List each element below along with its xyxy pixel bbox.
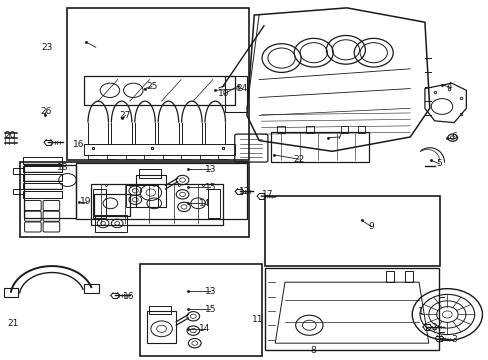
Text: 13: 13	[204, 165, 216, 174]
Text: 22: 22	[293, 155, 304, 164]
Bar	[265, 196, 439, 266]
Bar	[140, 264, 261, 356]
Bar	[3, 288, 18, 297]
Bar	[357, 126, 365, 133]
Bar	[139, 169, 160, 178]
Text: 25: 25	[146, 82, 157, 91]
Text: 15: 15	[204, 305, 216, 314]
Bar	[22, 157, 61, 163]
Bar	[126, 185, 158, 207]
Text: 16: 16	[122, 292, 134, 301]
Bar	[271, 132, 368, 162]
Text: 15: 15	[204, 183, 216, 192]
Bar	[405, 271, 412, 282]
Text: 11: 11	[251, 315, 263, 324]
Text: 14: 14	[199, 199, 210, 208]
Text: 21: 21	[7, 319, 19, 328]
Bar	[84, 284, 99, 293]
Text: 5: 5	[436, 159, 442, 168]
Bar	[95, 215, 127, 232]
Bar	[22, 192, 61, 198]
Text: 24: 24	[236, 84, 247, 93]
Bar	[385, 271, 393, 282]
Text: 13: 13	[204, 287, 216, 296]
Text: 4: 4	[446, 82, 451, 91]
Text: 3: 3	[450, 335, 456, 344]
Bar	[147, 311, 176, 343]
Text: 19: 19	[80, 197, 92, 206]
Text: 20: 20	[5, 131, 16, 140]
Text: 18: 18	[57, 163, 69, 172]
Bar	[24, 165, 76, 218]
Text: 14: 14	[199, 324, 210, 333]
Text: 23: 23	[41, 43, 53, 52]
Bar	[306, 126, 314, 133]
Text: 6: 6	[450, 132, 456, 141]
Text: 7: 7	[336, 132, 342, 141]
Text: 17: 17	[262, 190, 273, 199]
Text: 12: 12	[238, 187, 250, 196]
Bar	[136, 175, 165, 207]
Bar	[66, 8, 249, 160]
Bar	[22, 174, 61, 181]
Bar	[22, 166, 61, 172]
Bar	[207, 189, 220, 218]
Bar	[340, 126, 347, 133]
Bar	[22, 183, 61, 189]
Text: 27: 27	[120, 111, 131, 120]
Bar	[94, 194, 130, 216]
Bar	[83, 76, 234, 105]
Bar	[149, 306, 171, 315]
Text: 9: 9	[367, 222, 373, 231]
Bar	[13, 168, 23, 174]
Text: 8: 8	[309, 346, 315, 355]
Bar	[265, 268, 438, 350]
Bar	[91, 184, 222, 225]
Bar	[277, 126, 285, 133]
Bar	[76, 163, 246, 220]
Text: 26: 26	[41, 107, 52, 116]
Text: 1: 1	[417, 307, 423, 316]
Text: 2: 2	[431, 323, 437, 332]
Bar	[93, 189, 105, 218]
Text: 16: 16	[73, 140, 84, 149]
Bar	[20, 162, 249, 237]
Bar	[13, 189, 23, 194]
Text: 10: 10	[218, 89, 229, 98]
